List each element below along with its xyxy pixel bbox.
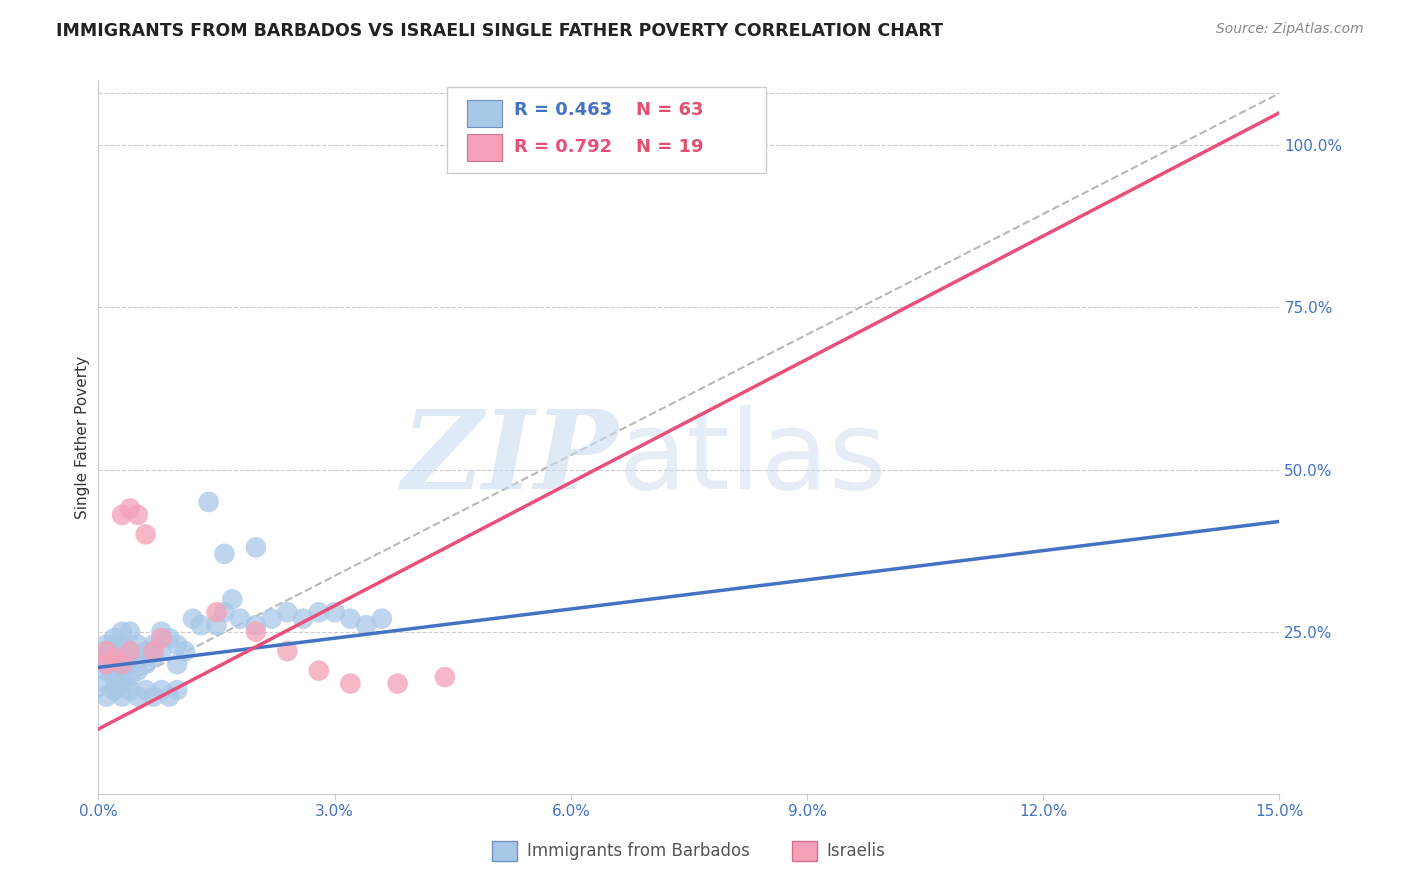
Point: [205, 618, 228, 632]
Point: [174, 644, 197, 658]
Point: [111, 638, 134, 652]
Point: [245, 624, 267, 639]
Point: [157, 631, 180, 645]
Point: [166, 657, 188, 672]
Point: [103, 650, 125, 665]
Point: [205, 605, 228, 619]
Text: atlas: atlas: [619, 405, 887, 512]
Point: [308, 664, 330, 678]
Point: [292, 612, 315, 626]
Point: [96, 657, 118, 672]
Point: [276, 605, 298, 619]
Point: [111, 657, 134, 672]
Point: [308, 605, 330, 619]
Point: [127, 664, 149, 678]
Point: [127, 690, 149, 704]
Point: [118, 501, 141, 516]
Point: [96, 676, 118, 690]
Text: Source: ZipAtlas.com: Source: ZipAtlas.com: [1216, 22, 1364, 37]
Point: [276, 644, 298, 658]
Point: [96, 644, 118, 658]
FancyBboxPatch shape: [467, 100, 502, 127]
Point: [127, 508, 149, 522]
Point: [229, 612, 252, 626]
Point: [654, 138, 676, 153]
Point: [339, 612, 361, 626]
Point: [111, 624, 134, 639]
Point: [118, 683, 141, 698]
Point: [166, 638, 188, 652]
Point: [387, 676, 409, 690]
Point: [323, 605, 346, 619]
Point: [221, 592, 243, 607]
Point: [190, 618, 212, 632]
Point: [96, 664, 118, 678]
Point: [197, 495, 219, 509]
Point: [96, 690, 118, 704]
Point: [142, 690, 165, 704]
Text: R = 0.792: R = 0.792: [515, 138, 612, 156]
Point: [245, 541, 267, 555]
Point: [339, 676, 361, 690]
Point: [118, 624, 141, 639]
Point: [135, 644, 157, 658]
Point: [433, 670, 456, 684]
Text: IMMIGRANTS FROM BARBADOS VS ISRAELI SINGLE FATHER POVERTY CORRELATION CHART: IMMIGRANTS FROM BARBADOS VS ISRAELI SING…: [56, 22, 943, 40]
Point: [142, 650, 165, 665]
Point: [96, 657, 118, 672]
Point: [181, 612, 204, 626]
FancyBboxPatch shape: [467, 134, 502, 161]
Point: [103, 631, 125, 645]
Y-axis label: Single Father Poverty: Single Father Poverty: [75, 356, 90, 518]
Point: [135, 527, 157, 541]
Point: [150, 624, 173, 639]
Point: [260, 612, 283, 626]
Point: [157, 690, 180, 704]
Text: N = 19: N = 19: [636, 138, 703, 156]
Point: [96, 650, 118, 665]
Point: [103, 650, 125, 665]
Point: [111, 690, 134, 704]
Point: [150, 644, 173, 658]
FancyBboxPatch shape: [447, 87, 766, 173]
Point: [118, 644, 141, 658]
Point: [118, 644, 141, 658]
Point: [103, 683, 125, 698]
Point: [111, 676, 134, 690]
Point: [127, 638, 149, 652]
Point: [96, 638, 118, 652]
Point: [118, 657, 141, 672]
Point: [103, 683, 125, 698]
Point: [103, 670, 125, 684]
Point: [214, 547, 236, 561]
Text: N = 63: N = 63: [636, 101, 703, 119]
Point: [103, 644, 125, 658]
Point: [142, 644, 165, 658]
Point: [371, 612, 394, 626]
Point: [96, 644, 118, 658]
Point: [103, 638, 125, 652]
Point: [135, 683, 157, 698]
Text: R = 0.463: R = 0.463: [515, 101, 612, 119]
Point: [354, 618, 377, 632]
Point: [150, 683, 173, 698]
Text: ZIP: ZIP: [402, 405, 619, 512]
Point: [103, 657, 125, 672]
Point: [166, 683, 188, 698]
Point: [111, 664, 134, 678]
Point: [214, 605, 236, 619]
Point: [127, 650, 149, 665]
Point: [118, 670, 141, 684]
Point: [111, 508, 134, 522]
Point: [150, 631, 173, 645]
Legend: Immigrants from Barbados, Israelis: Immigrants from Barbados, Israelis: [485, 834, 893, 868]
Point: [245, 618, 267, 632]
Point: [135, 657, 157, 672]
Point: [142, 638, 165, 652]
Point: [111, 650, 134, 665]
